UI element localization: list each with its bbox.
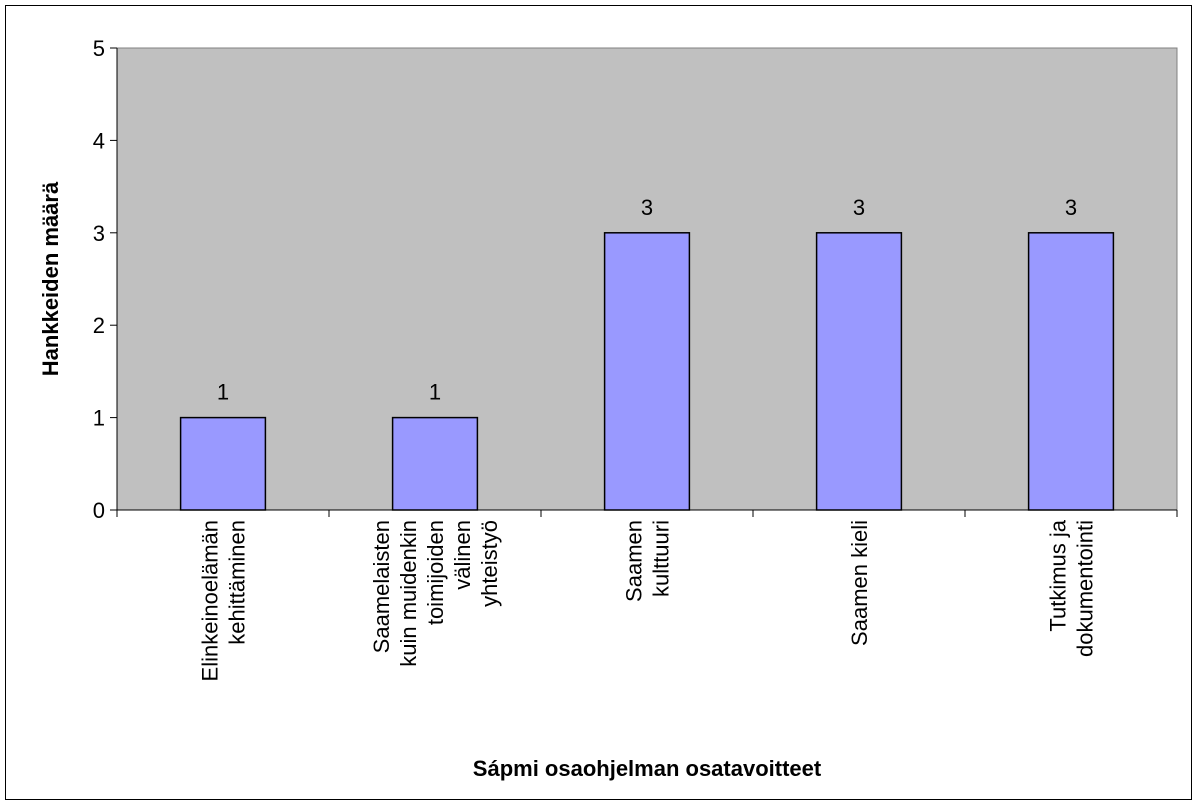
value-label: 3 bbox=[1065, 195, 1077, 220]
bar bbox=[391, 416, 479, 511]
value-label: 1 bbox=[429, 380, 441, 405]
y-tick-label: 3 bbox=[93, 221, 105, 246]
bar bbox=[815, 232, 903, 511]
x-tick-label: Saamelaistenkuin muidenkintoimijoidenväl… bbox=[369, 520, 502, 667]
y-tick-label: 4 bbox=[93, 128, 105, 153]
bar bbox=[603, 232, 691, 511]
x-tick-label: Saamenkulttuuri bbox=[622, 520, 674, 602]
y-tick-label: 0 bbox=[93, 498, 105, 523]
y-tick-label: 1 bbox=[93, 406, 105, 431]
bar bbox=[1027, 232, 1115, 511]
y-axis-title: Hankkeiden määrä bbox=[38, 181, 63, 376]
x-tick-label: Saamen kieli bbox=[847, 520, 872, 646]
value-label: 3 bbox=[641, 195, 653, 220]
value-label: 3 bbox=[853, 195, 865, 220]
x-axis-title: Sápmi osaohjelman osatavoitteet bbox=[473, 756, 822, 781]
bar bbox=[179, 416, 267, 511]
x-tick-label: Tutkimus jadokumentointi bbox=[1046, 519, 1098, 657]
y-tick-label: 5 bbox=[93, 36, 105, 61]
y-tick-label: 2 bbox=[93, 313, 105, 338]
x-tick-label: Elinkeinoelämänkehittäminen bbox=[198, 520, 250, 681]
value-label: 1 bbox=[217, 380, 229, 405]
